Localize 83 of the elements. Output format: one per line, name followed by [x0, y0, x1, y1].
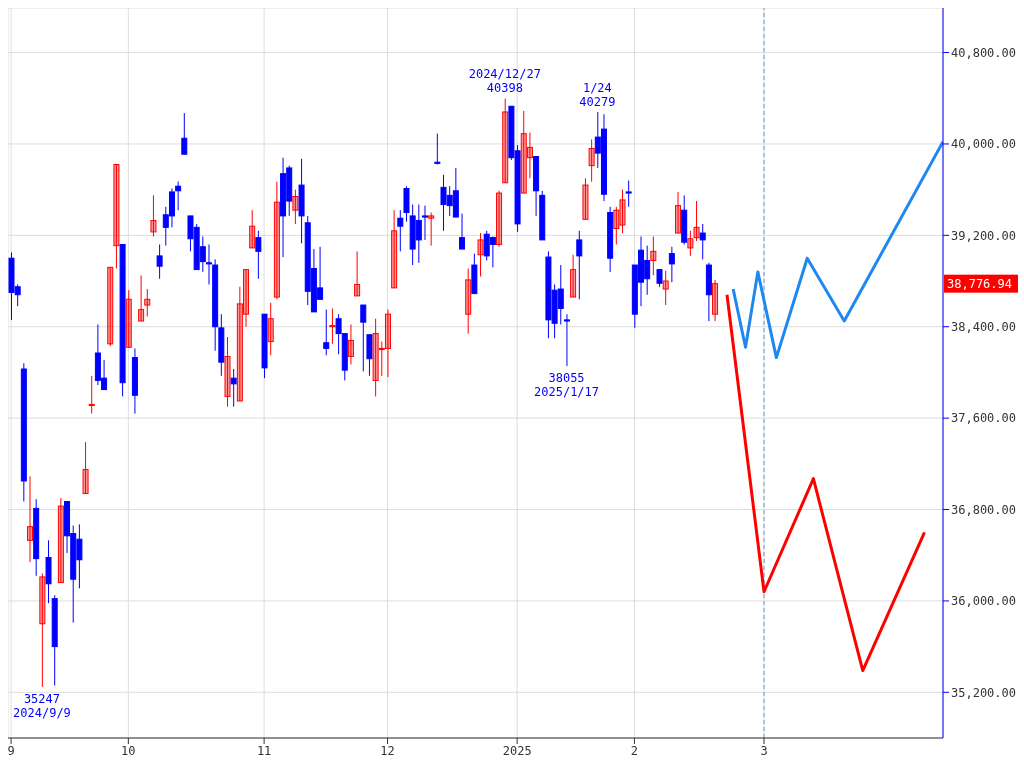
- candlestick: [650, 235, 657, 276]
- x-tick-label: 2025: [502, 743, 532, 758]
- candlestick: [181, 112, 188, 155]
- candlestick: [329, 307, 336, 345]
- x-tick-label: 9: [7, 743, 15, 758]
- candlestick: [144, 288, 151, 317]
- candlestick: [366, 334, 373, 377]
- y-tick-label: 38,400.00: [951, 319, 1017, 334]
- candlestick: [138, 274, 145, 322]
- candlestick: [236, 286, 243, 402]
- candlestick: [699, 223, 706, 260]
- candlestick: [39, 572, 46, 688]
- candlestick: [292, 189, 299, 225]
- candlestick: [526, 132, 533, 179]
- candlestick: [88, 375, 95, 415]
- candlestick: [465, 267, 472, 335]
- candlestick: [576, 230, 583, 300]
- text: 38,776.94: [947, 276, 1013, 291]
- candlestick: [662, 270, 669, 306]
- y-tick-label: 35,200.00: [951, 685, 1017, 700]
- annotation: 1/24 40279: [579, 81, 616, 110]
- candlestick: [675, 191, 682, 234]
- y-tick-label: 37,600.00: [951, 411, 1017, 426]
- y-tick-label: 40,800.00: [951, 45, 1017, 60]
- candlestick: [156, 243, 163, 280]
- candlestick: [477, 232, 484, 277]
- y-tick-label: 39,200.00: [951, 228, 1017, 243]
- x-tick-label: 2: [630, 743, 639, 758]
- candlestick: [347, 323, 354, 365]
- candlestick: [125, 289, 132, 348]
- candlestick: [668, 246, 675, 283]
- candlestick: [384, 309, 391, 378]
- candlestick: [255, 230, 262, 280]
- candlestick: [582, 177, 589, 220]
- candlestick: [27, 475, 34, 563]
- candlestick: [625, 180, 632, 208]
- candlestick: [175, 181, 182, 211]
- annotation: 2024/12/27 40398: [468, 67, 541, 96]
- candlestick: [267, 302, 274, 356]
- candlestick: [693, 200, 700, 242]
- x-tick-label: 12: [380, 743, 395, 758]
- candlestick: [588, 138, 595, 183]
- candlestick: [570, 254, 577, 298]
- candlestick: [403, 185, 410, 223]
- candlestick: [712, 279, 719, 322]
- candlestick: [249, 209, 256, 249]
- candlestick: [459, 213, 466, 250]
- candlestick: [434, 133, 441, 166]
- x-tick-label: 11: [256, 743, 272, 758]
- candlestick: [57, 497, 64, 584]
- candlestick: [378, 341, 385, 377]
- candlestick: [391, 209, 398, 289]
- annotation: 35247 2024/9/9: [13, 691, 71, 720]
- candlestick: [619, 189, 626, 234]
- candlestick: [397, 209, 404, 252]
- candlestick: [113, 164, 120, 269]
- line-series: [731, 140, 943, 360]
- candlestick: [360, 304, 367, 372]
- candlestick: [224, 336, 231, 408]
- candlestick: [422, 205, 428, 241]
- y-tick-label: 40,000.00: [951, 137, 1017, 152]
- line-series: [725, 293, 926, 673]
- candlestick: [502, 97, 509, 184]
- annotation: 38055 2025/1/17: [534, 371, 600, 400]
- candlestick: [150, 194, 157, 237]
- candlestick: [687, 230, 694, 257]
- candlestick: [230, 368, 237, 408]
- candlestick: [273, 181, 280, 300]
- candlestick: [107, 266, 114, 347]
- candlestick: [520, 110, 527, 194]
- candlestick: [428, 211, 435, 247]
- x-tick-label: 10: [121, 743, 136, 758]
- candlestick: [496, 190, 503, 248]
- candlestick: [354, 250, 361, 297]
- y-tick-label: 36,000.00: [951, 594, 1017, 609]
- candlestick: [613, 206, 620, 245]
- candlestick: [323, 309, 330, 356]
- y-tick-label: 36,800.00: [951, 502, 1017, 517]
- candlestick: [243, 269, 250, 328]
- candlestick: [563, 313, 570, 367]
- candlestick: [82, 441, 89, 495]
- candlestick: [372, 318, 379, 397]
- x-tick-label: 3: [760, 743, 768, 758]
